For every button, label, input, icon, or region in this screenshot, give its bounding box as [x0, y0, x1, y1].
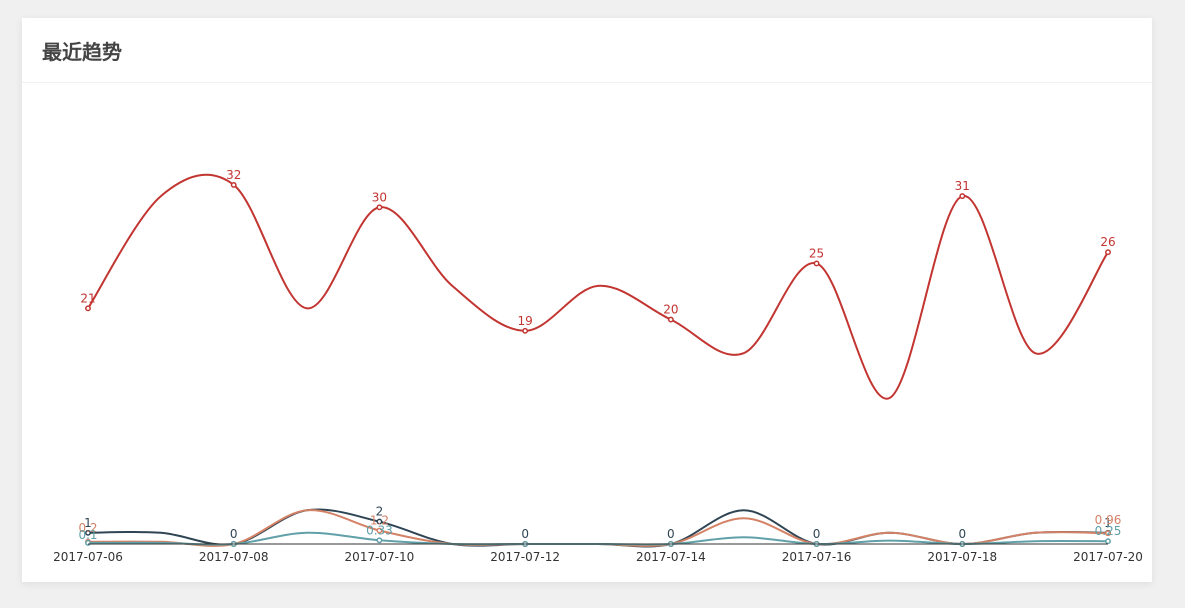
data-point[interactable] [85, 529, 91, 536]
series-line [87, 173, 1109, 400]
data-point[interactable] [522, 327, 529, 334]
data-label: 26 [1100, 235, 1115, 249]
data-point[interactable] [1105, 530, 1111, 537]
x-tick-label: 2017-07-14 [636, 550, 706, 564]
data-label: 0 [230, 527, 238, 541]
data-label: 31 [955, 179, 970, 193]
card-header: 最近趋势 [22, 18, 1152, 83]
data-label: 19 [518, 314, 533, 328]
x-tick-label: 2017-07-18 [927, 550, 997, 564]
data-label: 25 [809, 246, 824, 260]
data-point[interactable] [1105, 538, 1111, 545]
data-point[interactable] [85, 305, 91, 312]
x-tick-label: 2017-07-16 [782, 550, 852, 564]
data-point[interactable] [1105, 249, 1111, 256]
data-label: 20 [663, 303, 678, 317]
x-tick-label: 2017-07-08 [199, 550, 269, 564]
data-label: 30 [372, 190, 387, 204]
data-label: 0.96 [1095, 513, 1122, 527]
series-layer [85, 173, 1111, 548]
data-label: 0 [667, 527, 675, 541]
data-point[interactable] [813, 260, 820, 267]
x-tick-label: 2017-07-06 [53, 550, 123, 564]
data-label: 0 [521, 527, 529, 541]
data-label: 1 [1104, 516, 1112, 530]
data-point[interactable] [376, 518, 383, 525]
x-tick-label: 2017-07-12 [490, 550, 560, 564]
trend-card: 最近趋势 2017-07-06 2017-07-08 2017-07-10 2017-… [22, 18, 1152, 582]
data-label: 0.25 [1095, 524, 1122, 538]
card-title: 最近趋势 [42, 39, 122, 64]
data-point[interactable] [959, 193, 966, 200]
data-label: 0 [958, 527, 966, 541]
data-label: 0 [813, 527, 821, 541]
data-label: 0.33 [366, 523, 393, 537]
data-label: 0.1 [78, 528, 97, 542]
data-label: 1 [84, 516, 92, 530]
data-point[interactable] [376, 527, 383, 534]
data-label: 1.2 [370, 514, 389, 528]
data-point[interactable] [667, 316, 674, 323]
series-line [87, 509, 1109, 547]
trend-chart: 2017-07-06 2017-07-08 2017-07-10 2017-07-12… [22, 18, 1152, 582]
data-point[interactable] [230, 181, 237, 188]
data-label: 0.2 [78, 521, 97, 535]
trend-chart-svg: 2017-07-06 2017-07-08 2017-07-10 2017-07-12… [53, 168, 1143, 564]
data-label: 32 [226, 168, 241, 182]
x-axis: 2017-07-06 2017-07-08 2017-07-10 2017-07-12… [53, 543, 1143, 564]
x-tick-label: 2017-07-20 [1073, 550, 1143, 564]
data-label: 2 [376, 505, 384, 519]
data-label: 21 [80, 291, 95, 305]
x-tick-label: 2017-07-10 [345, 550, 415, 564]
data-point[interactable] [376, 537, 383, 544]
data-point[interactable] [376, 204, 383, 211]
